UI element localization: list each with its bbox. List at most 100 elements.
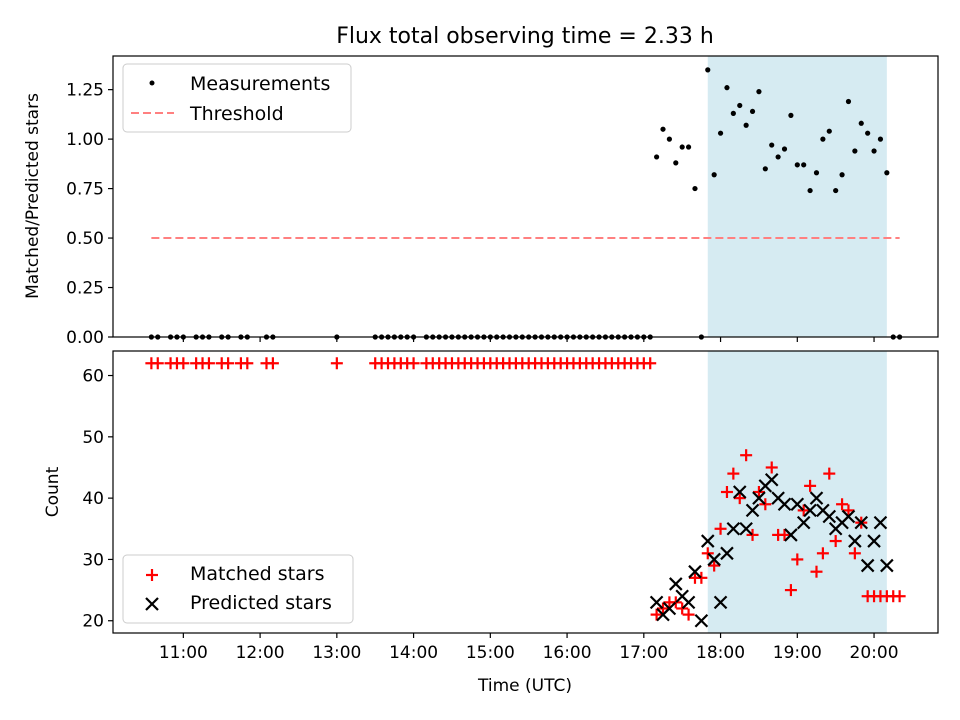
predicted-star-point	[809, 491, 824, 505]
bottom-x-tick-label: 14:00	[389, 643, 438, 663]
predicted-star-point	[726, 522, 741, 536]
legend-predicted-label: Predicted stars	[190, 592, 332, 614]
predicted-star-point	[669, 577, 683, 591]
matched-star-point	[714, 522, 727, 535]
predicted-star-point	[713, 595, 728, 610]
bottom-x-tick-label: 13:00	[312, 643, 361, 663]
predicted-star-point	[688, 564, 702, 579]
measurement-point	[737, 102, 743, 109]
top-y-tick-label: 0.25	[66, 279, 104, 299]
bottom-shaded-interval	[707, 351, 887, 633]
measurement-point	[852, 148, 858, 154]
legend-matched-marker	[146, 569, 158, 581]
bottom-legend-box	[122, 554, 354, 624]
matched-star-point	[784, 584, 797, 597]
bottom-x-tick-label: 16:00	[543, 643, 592, 663]
measurement-point	[679, 144, 685, 150]
predicted-star-point	[707, 552, 721, 567]
predicted-star-point	[873, 515, 888, 530]
measurement-point	[858, 120, 864, 126]
top-legend-box	[122, 63, 352, 133]
matched-star-point	[330, 357, 343, 370]
predicted-star-point	[841, 509, 856, 524]
top-y-tick-label: 1.25	[66, 81, 104, 101]
bottom-x-tick-label: 17:00	[619, 643, 668, 663]
matched-star-point	[657, 602, 669, 615]
predicted-star-point	[681, 595, 696, 610]
measurement-point	[839, 172, 845, 178]
measurement-point	[807, 187, 813, 194]
measurement-point	[692, 185, 698, 192]
top-y-ticks: 0.00 0.25 0.50 0.75 1.00 1.25	[66, 81, 113, 348]
matched-star-point	[676, 602, 689, 615]
measurement-point	[660, 126, 666, 132]
predicted-star-point	[764, 472, 779, 487]
matched-star-point	[752, 486, 765, 498]
bottom-y-tick-label: 20	[82, 612, 104, 632]
predicted-star-point	[848, 534, 862, 548]
measurement-point	[769, 142, 775, 148]
top-shaded-interval	[707, 56, 887, 337]
predicted-star-point	[854, 515, 869, 530]
matched-star-point	[823, 467, 836, 480]
matched-star-point	[727, 467, 740, 480]
top-legend: Measurements Threshold	[122, 63, 352, 133]
measurement-point	[749, 108, 756, 115]
measurement-point	[775, 154, 781, 160]
predicted-star-point	[649, 595, 664, 610]
measurement-point	[877, 136, 884, 142]
predicted-star-point	[860, 558, 875, 573]
measurement-point	[673, 160, 679, 166]
matched-star-point	[695, 571, 708, 584]
measurement-point	[781, 146, 788, 152]
bottom-y-tick-label: 60	[82, 367, 104, 387]
top-y-tick-label: 0.00	[66, 328, 104, 348]
top-x-ticks	[182, 337, 875, 342]
predicted-star-point	[880, 558, 894, 573]
legend-measurements-marker	[149, 80, 155, 86]
measurement-point	[813, 170, 820, 176]
top-y-tick-label: 0.50	[66, 229, 104, 249]
measurement-point	[884, 170, 890, 176]
measurement-point	[762, 166, 768, 172]
matched-star-point	[733, 492, 746, 505]
top-panel: 0.00 0.25 0.50 0.75 1.00 1.25 Matched/Predict…	[23, 55, 939, 348]
predicted-star-point	[803, 503, 817, 518]
measurement-point	[865, 130, 871, 136]
bottom-marks	[145, 357, 906, 628]
matched-star-point	[222, 357, 235, 370]
predicted-star-point	[784, 528, 798, 542]
matched-star-point	[791, 553, 804, 566]
matched-star-point	[829, 535, 842, 548]
measurement-point	[730, 110, 736, 116]
matched-star-point	[810, 565, 823, 578]
matched-star-point	[669, 596, 682, 609]
bottom-legend: Matched stars Predicted stars	[122, 554, 354, 624]
bottom-x-tick-label: 15:00	[466, 643, 515, 663]
matched-star-point	[765, 461, 778, 474]
measurement-point	[820, 136, 826, 142]
measurement-point	[801, 162, 807, 168]
matched-star-point	[407, 357, 420, 370]
bottom-y-tick-label: 30	[82, 550, 104, 570]
predicted-star-point	[777, 497, 792, 512]
measurement-point	[845, 98, 852, 105]
measurement-point	[717, 130, 724, 136]
bottom-y-ticks: 20 30 40 50 60	[82, 367, 113, 632]
predicted-star-point	[867, 534, 881, 548]
bottom-x-tick-label: 11:00	[159, 643, 208, 663]
matched-star-point	[759, 498, 772, 511]
legend-threshold-label: Threshold	[189, 103, 284, 125]
matched-star-point	[644, 357, 657, 370]
predicted-star-point	[796, 515, 811, 530]
matched-star-point	[650, 608, 663, 621]
bottom-y-tick-label: 50	[82, 428, 104, 448]
top-y-tick-label: 0.75	[66, 180, 104, 200]
matched-star-point	[202, 357, 215, 370]
matched-star-point	[778, 528, 791, 541]
matched-star-point	[682, 608, 695, 621]
measurement-point	[756, 89, 762, 95]
predicted-star-point	[732, 485, 747, 499]
measurement-point	[833, 187, 839, 194]
predicted-star-point	[662, 601, 677, 616]
